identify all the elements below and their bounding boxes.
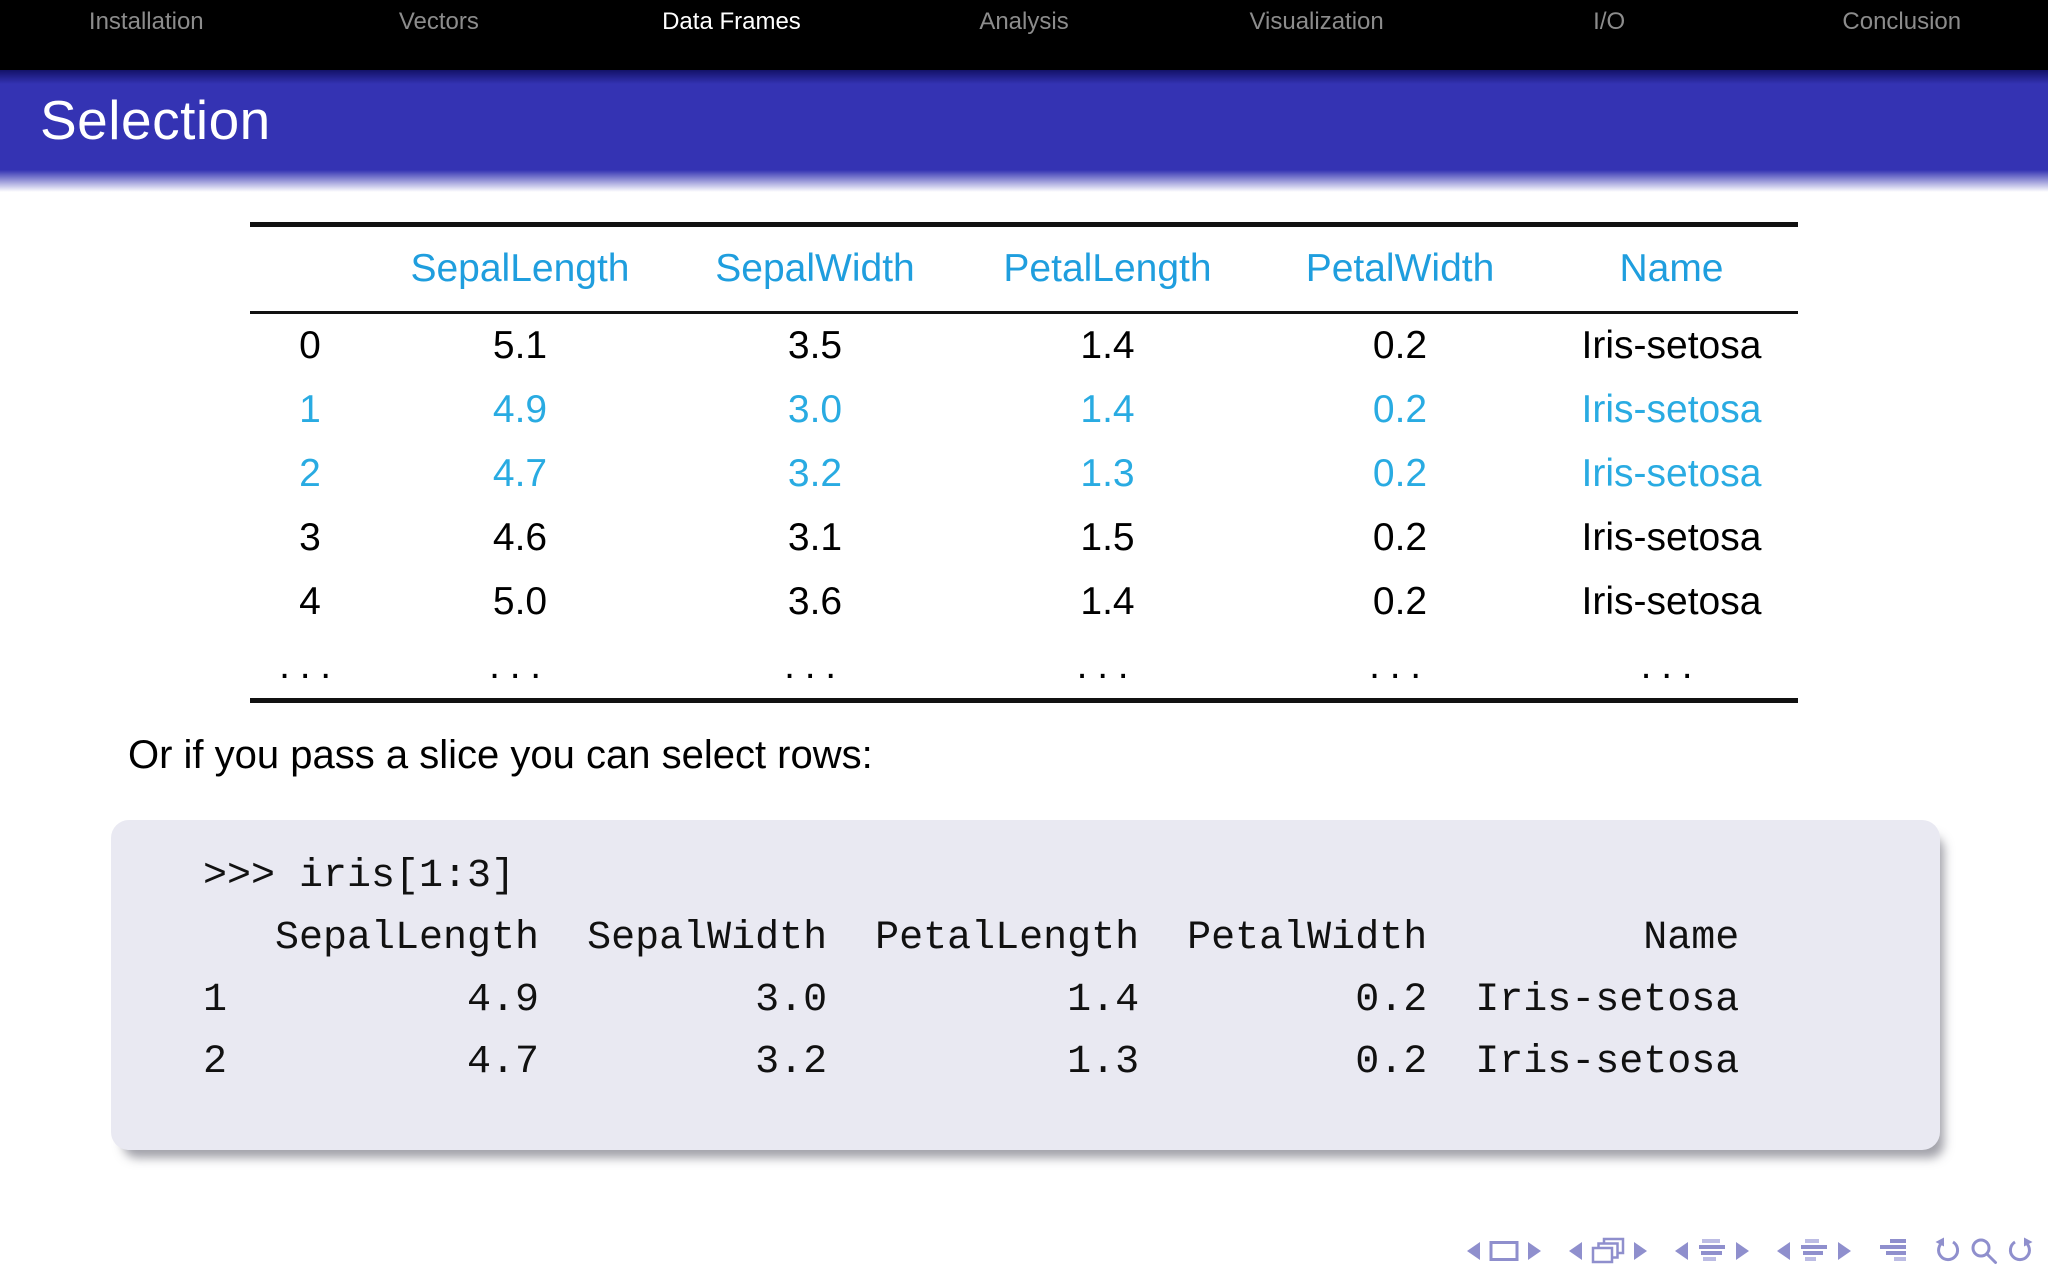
frame-title: Selection: [40, 89, 271, 151]
nav-section-analysis[interactable]: Analysis: [979, 8, 1069, 35]
subsection-list-icon[interactable]: [1697, 1238, 1727, 1264]
prev-frame-icon[interactable]: [1568, 1241, 1583, 1261]
frame-nav-group: [1568, 1237, 1648, 1265]
table-cell: 2: [299, 452, 321, 495]
prev-slide-icon[interactable]: [1466, 1241, 1481, 1261]
title-bar-fade: [0, 170, 2048, 192]
appendix-group: [1878, 1238, 1908, 1264]
table-cell: 1.3: [1080, 452, 1135, 495]
table-cell: 0.2: [1372, 580, 1428, 623]
table-cell: 0.2: [1372, 324, 1428, 367]
table-cell: 1.4: [1080, 388, 1135, 431]
table-row: 3 4.6 3.1 1.5 0.2 Iris-setosa: [250, 506, 1798, 570]
table-cell: ...: [489, 644, 551, 687]
slice-caption: Or if you pass a slice you can select ro…: [128, 733, 873, 777]
code-block: >>> iris[1:3] SepalLength SepalWidth Pet…: [111, 820, 1940, 1150]
iris-table-head-row: SepalLength SepalWidth PetalLength PetalWid…: [250, 224, 1798, 314]
search-icon[interactable]: [1970, 1237, 1998, 1265]
table-cell: 4.9: [492, 388, 548, 431]
table-cell: ...: [279, 644, 341, 687]
table-cell: ...: [1640, 644, 1703, 687]
prev-subsection-icon[interactable]: [1674, 1241, 1689, 1261]
table-cell: Iris-setosa: [1581, 388, 1762, 431]
table-cell: 1.4: [1080, 580, 1135, 623]
section-list-icon[interactable]: [1799, 1238, 1829, 1264]
table-cell: 1: [299, 388, 321, 431]
table-cell: Iris-setosa: [1581, 516, 1762, 559]
col-header-petallength: PetalLength: [960, 224, 1255, 314]
table-row: 1 4.9 3.0 1.4 0.2 Iris-setosa: [250, 378, 1798, 442]
table-cell: 0.2: [1372, 516, 1428, 559]
history-search-group: [1934, 1237, 2034, 1265]
redo-icon[interactable]: [2006, 1237, 2034, 1265]
iris-dataframe-table: SepalLength SepalWidth PetalLength PetalWid…: [250, 222, 1798, 703]
table-cell: 4.6: [492, 516, 548, 559]
table-row: 0 5.1 3.5 1.4 0.2 Iris-setosa: [250, 313, 1798, 379]
table-cell: 3.0: [787, 388, 843, 431]
table-cell: ...: [784, 644, 846, 687]
table-row: 4 5.0 3.6 1.4 0.2 Iris-setosa: [250, 570, 1798, 634]
col-header-petalwidth: PetalWidth: [1255, 224, 1545, 314]
nav-section-installation[interactable]: Installation: [88, 8, 204, 35]
col-header-sepallength: SepalLength: [370, 224, 670, 314]
table-cell: 3.1: [787, 516, 843, 559]
next-frame-icon[interactable]: [1633, 1241, 1648, 1261]
undo-icon[interactable]: [1934, 1237, 1962, 1265]
table-row: 2 4.7 3.2 1.3 0.2 Iris-setosa: [250, 442, 1798, 506]
table-cell: 0: [299, 324, 321, 367]
appendix-list-icon[interactable]: [1878, 1238, 1908, 1264]
table-row: ..................: [250, 634, 1798, 701]
nav-section-visualization[interactable]: Visualization: [1249, 8, 1384, 35]
table-cell: 3: [299, 516, 321, 559]
next-slide-icon[interactable]: [1527, 1241, 1542, 1261]
table-cell: ...: [1369, 644, 1431, 687]
table-cell: 3.6: [787, 580, 843, 623]
nav-section-i-o[interactable]: I/O: [1593, 8, 1626, 35]
slide-frame-icon[interactable]: [1489, 1239, 1519, 1263]
table-cell: 4.7: [492, 452, 548, 495]
prev-section-icon[interactable]: [1776, 1241, 1791, 1261]
frame-title-bar: Selection: [0, 70, 2048, 170]
table-cell: Iris-setosa: [1581, 324, 1762, 367]
table-cell: 3.2: [787, 452, 843, 495]
iris-table-body: 0 5.1 3.5 1.4 0.2 Iris-setosa 1 4.9 3.0 1.4 0.2 Iri…: [250, 313, 1798, 701]
table-cell: 1.5: [1080, 516, 1135, 559]
nav-section-data-frames[interactable]: Data Frames: [662, 8, 801, 35]
next-section-icon[interactable]: [1837, 1241, 1852, 1261]
subsection-nav-group: [1674, 1238, 1750, 1264]
next-subsection-icon[interactable]: [1735, 1241, 1750, 1261]
table-cell: 1.4: [1080, 324, 1135, 367]
table-cell: 5.1: [492, 324, 548, 367]
col-header-sepalwidth: SepalWidth: [670, 224, 960, 314]
table-cell: 3.5: [787, 324, 843, 367]
table-cell: 0.2: [1372, 452, 1428, 495]
col-header-index: [250, 224, 370, 314]
table-cell: 0.2: [1372, 388, 1428, 431]
slide-nav-group: [1466, 1239, 1542, 1263]
beamer-navigation: [1466, 1236, 2034, 1266]
section-navigation: Installation Vectors Data Frames Analysis Vi…: [0, 0, 2048, 70]
nav-section-vectors[interactable]: Vectors: [398, 8, 479, 35]
col-header-name: Name: [1545, 224, 1798, 314]
table-cell: 5.0: [492, 580, 548, 623]
nav-section-conclusion[interactable]: Conclusion: [1842, 8, 1962, 35]
section-nav-group: [1776, 1238, 1852, 1264]
table-cell: Iris-setosa: [1581, 452, 1762, 495]
table-cell: 4: [299, 580, 321, 623]
table-cell: Iris-setosa: [1581, 580, 1762, 623]
frame-stack-icon[interactable]: [1591, 1237, 1625, 1265]
table-cell: ...: [1076, 644, 1139, 687]
